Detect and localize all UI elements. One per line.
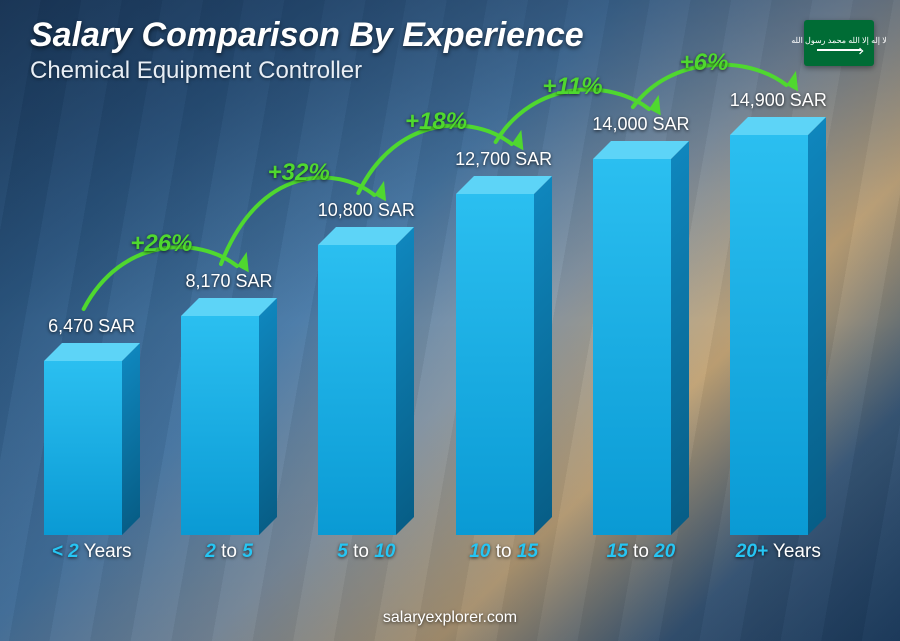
x-labels-container: < 2 Years 2 to 5 5 to 10 10 to 15 15 to 20 20…: [30, 541, 840, 571]
x-axis-label: 20+ Years: [717, 541, 840, 571]
bar-side-face: [396, 227, 414, 535]
flag-saudi-arabia: لا إله إلا الله محمد رسول الله: [804, 20, 874, 66]
bar-side-face: [534, 176, 552, 535]
bar-side-face: [122, 343, 140, 535]
bar: [593, 159, 689, 535]
x-axis-label: 10 to 15: [442, 541, 565, 571]
bar: [730, 135, 826, 535]
bar: [181, 316, 277, 535]
chart-area: 6,470 SAR8,170 SAR10,800 SAR12,700 SAR14…: [30, 100, 840, 571]
bar: [456, 194, 552, 535]
x-axis-label: < 2 Years: [30, 541, 153, 571]
bar-slot: 8,170 SAR: [167, 100, 290, 535]
page-subtitle: Chemical Equipment Controller: [30, 57, 870, 85]
bar-slot: 6,470 SAR: [30, 100, 153, 535]
bar-front-face: [318, 245, 396, 535]
bar-front-face: [456, 194, 534, 535]
bar-value-label: 14,900 SAR: [708, 90, 848, 111]
x-axis-label: 5 to 10: [305, 541, 428, 571]
bar-value-label: 14,000 SAR: [571, 114, 711, 135]
bars-container: 6,470 SAR8,170 SAR10,800 SAR12,700 SAR14…: [30, 100, 840, 535]
bar-value-label: 10,800 SAR: [296, 200, 436, 221]
bar-side-face: [259, 298, 277, 535]
bar-front-face: [593, 159, 671, 535]
x-axis-label: 15 to 20: [579, 541, 702, 571]
bar-side-face: [808, 117, 826, 535]
bar-front-face: [730, 135, 808, 535]
flag-script: لا إله إلا الله محمد رسول الله: [791, 36, 887, 45]
bar-value-label: 8,170 SAR: [159, 271, 299, 292]
bar-slot: 14,900 SAR: [717, 100, 840, 535]
page-title: Salary Comparison By Experience: [30, 16, 870, 55]
bar: [44, 361, 140, 535]
bar-slot: 10,800 SAR: [305, 100, 428, 535]
bar-slot: 12,700 SAR: [442, 100, 565, 535]
footer-source: salaryexplorer.com: [0, 609, 900, 627]
bar-front-face: [181, 316, 259, 535]
flag-sword-icon: [817, 49, 861, 51]
bar-side-face: [671, 141, 689, 535]
bar-value-label: 6,470 SAR: [22, 316, 162, 337]
bar-front-face: [44, 361, 122, 535]
header: Salary Comparison By Experience Chemical…: [30, 16, 870, 85]
bar: [318, 245, 414, 535]
bar-value-label: 12,700 SAR: [434, 149, 574, 170]
x-axis-label: 2 to 5: [167, 541, 290, 571]
bar-slot: 14,000 SAR: [579, 100, 702, 535]
